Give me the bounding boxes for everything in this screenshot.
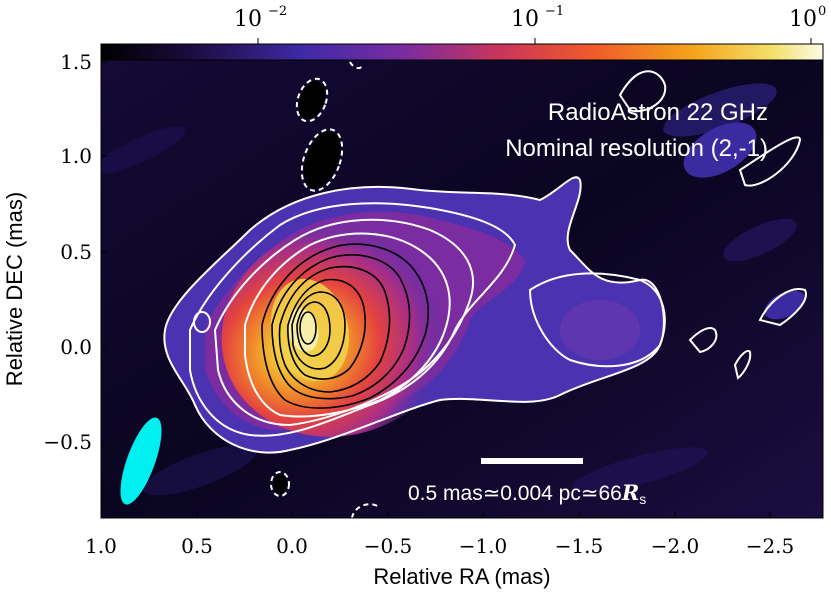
y-tick-label: 1.5 [60,50,92,74]
x-axis-label: Relative RA (mas) [373,564,550,589]
y-tick-label: 0.5 [60,240,92,264]
scale-bar [481,458,583,464]
x-tick-label: −2.0 [651,534,700,558]
x-tick-label: −0.5 [364,534,413,558]
beam-ellipse [120,417,162,505]
x-tick-label: 0.0 [276,534,308,558]
resolution-label: Nominal resolution (2,-1) [505,135,768,162]
x-tick-label: 1.0 [85,534,117,558]
svg-text:10: 10 [511,7,539,32]
y-tick-label: 1.0 [60,144,92,168]
colorbar-gradient [100,43,824,61]
x-tick-label: 0.5 [181,534,213,558]
colorbar: 10 −2 10 −1 10 0 [100,4,826,61]
svg-text:−1: −1 [545,4,564,19]
x-tick-label: −1.0 [459,534,508,558]
x-axis [100,512,771,518]
y-tick-label: −0.5 [43,430,92,454]
colorbar-tick-label: 10 −2 [234,4,287,32]
colorbar-tick-label: 10 −1 [511,4,564,32]
image-panel [101,60,823,518]
svg-text:0: 0 [818,4,826,19]
x-tick-label: −2.5 [746,534,795,558]
scale-bar-label: 0.5 mas≃0.004 pc≃66Rs [408,480,646,507]
svg-text:10: 10 [789,7,817,32]
x-tick-label: −1.5 [555,534,604,558]
y-tick-label: 0.0 [60,335,92,359]
svg-text:10: 10 [234,7,262,32]
y-axis-label: Relative DEC (mas) [2,192,27,386]
y-axis [101,61,107,443]
observation-title: RadioAstron 22 GHz [548,99,768,126]
svg-text:−2: −2 [268,4,287,19]
colorbar-tick-label: 10 0 [789,4,826,32]
